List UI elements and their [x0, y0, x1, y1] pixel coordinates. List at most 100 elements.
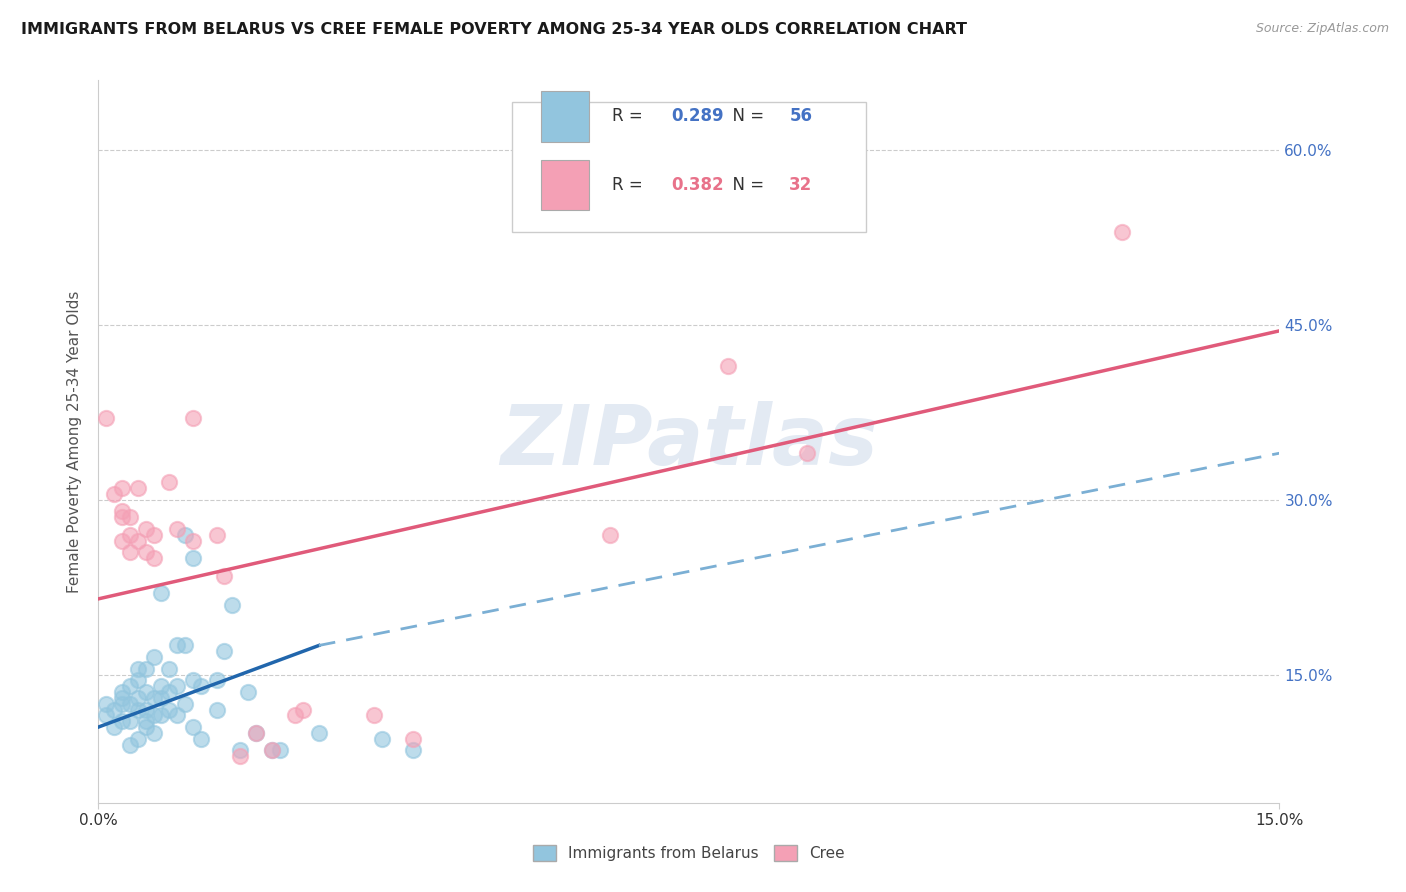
- Point: [402, 743, 425, 757]
- Point: [205, 528, 228, 542]
- Point: [127, 673, 149, 688]
- Point: [127, 690, 149, 705]
- Point: [717, 359, 740, 373]
- Point: [214, 644, 236, 658]
- Point: [111, 714, 134, 729]
- Point: [363, 708, 385, 723]
- Point: [111, 481, 134, 495]
- Point: [260, 743, 283, 757]
- Point: [111, 685, 134, 699]
- Point: [190, 731, 212, 746]
- Point: [229, 749, 252, 764]
- Point: [174, 639, 197, 653]
- Point: [118, 510, 141, 524]
- Point: [127, 481, 149, 495]
- Text: R =: R =: [612, 107, 648, 126]
- Text: IMMIGRANTS FROM BELARUS VS CREE FEMALE POVERTY AMONG 25-34 YEAR OLDS CORRELATION: IMMIGRANTS FROM BELARUS VS CREE FEMALE P…: [21, 22, 967, 37]
- Point: [284, 708, 307, 723]
- Point: [142, 690, 165, 705]
- Y-axis label: Female Poverty Among 25-34 Year Olds: Female Poverty Among 25-34 Year Olds: [67, 291, 83, 592]
- Point: [166, 708, 188, 723]
- Point: [214, 568, 236, 582]
- Point: [142, 726, 165, 740]
- Point: [96, 411, 118, 425]
- Point: [157, 685, 180, 699]
- Point: [127, 731, 149, 746]
- Point: [221, 598, 243, 612]
- Point: [135, 545, 157, 559]
- Point: [181, 533, 204, 548]
- Text: 32: 32: [789, 176, 813, 194]
- Point: [103, 702, 125, 716]
- Point: [150, 690, 173, 705]
- Text: R =: R =: [612, 176, 648, 194]
- Point: [174, 528, 197, 542]
- Point: [157, 475, 180, 490]
- Text: 0.289: 0.289: [671, 107, 724, 126]
- Point: [127, 702, 149, 716]
- Point: [118, 545, 141, 559]
- Point: [236, 685, 259, 699]
- Bar: [541, 91, 589, 142]
- Text: Source: ZipAtlas.com: Source: ZipAtlas.com: [1256, 22, 1389, 36]
- Point: [190, 679, 212, 693]
- Point: [308, 726, 330, 740]
- Point: [142, 528, 165, 542]
- Point: [269, 743, 291, 757]
- Point: [142, 708, 165, 723]
- Point: [1111, 225, 1133, 239]
- Point: [103, 487, 125, 501]
- Point: [205, 673, 228, 688]
- Point: [599, 528, 621, 542]
- Point: [135, 714, 157, 729]
- Point: [402, 731, 425, 746]
- Text: 56: 56: [789, 107, 813, 126]
- Text: 0.382: 0.382: [671, 176, 724, 194]
- Point: [142, 551, 165, 566]
- Point: [181, 411, 204, 425]
- Point: [111, 510, 134, 524]
- Point: [245, 726, 267, 740]
- Legend: Immigrants from Belarus, Cree: Immigrants from Belarus, Cree: [527, 839, 851, 867]
- Point: [111, 504, 134, 518]
- FancyBboxPatch shape: [512, 102, 866, 232]
- Point: [205, 702, 228, 716]
- Point: [118, 679, 141, 693]
- Point: [181, 673, 204, 688]
- Point: [371, 731, 394, 746]
- Point: [181, 720, 204, 734]
- Point: [142, 650, 165, 665]
- Point: [174, 697, 197, 711]
- Point: [135, 685, 157, 699]
- Point: [135, 720, 157, 734]
- Point: [96, 708, 118, 723]
- Point: [157, 662, 180, 676]
- Point: [118, 714, 141, 729]
- Point: [103, 720, 125, 734]
- Point: [150, 586, 173, 600]
- Point: [127, 662, 149, 676]
- Point: [111, 690, 134, 705]
- Point: [229, 743, 252, 757]
- Bar: [541, 160, 589, 211]
- Point: [260, 743, 283, 757]
- Point: [111, 697, 134, 711]
- Point: [135, 522, 157, 536]
- Point: [96, 697, 118, 711]
- Point: [245, 726, 267, 740]
- Point: [150, 679, 173, 693]
- Point: [181, 551, 204, 566]
- Text: N =: N =: [723, 107, 769, 126]
- Point: [166, 639, 188, 653]
- Point: [118, 528, 141, 542]
- Point: [118, 697, 141, 711]
- Point: [796, 446, 818, 460]
- Point: [118, 738, 141, 752]
- Point: [127, 533, 149, 548]
- Point: [111, 533, 134, 548]
- Text: N =: N =: [723, 176, 769, 194]
- Point: [135, 662, 157, 676]
- Text: ZIPatlas: ZIPatlas: [501, 401, 877, 482]
- Point: [150, 708, 173, 723]
- Point: [166, 522, 188, 536]
